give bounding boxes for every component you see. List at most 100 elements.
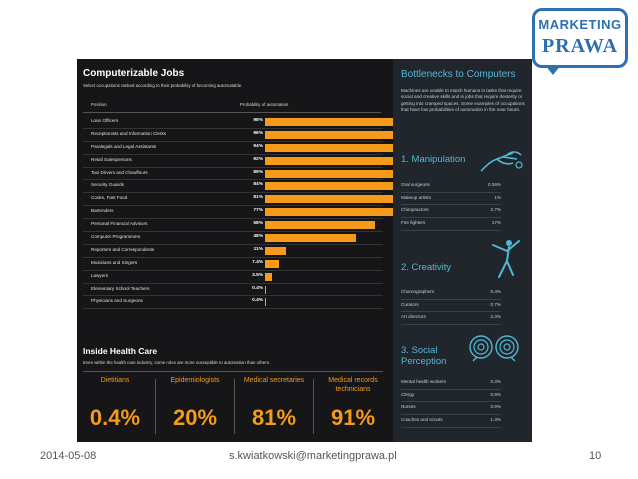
job-name: Elementary School Teachers [91, 285, 150, 291]
item-value: 0.8% [490, 391, 501, 397]
job-name: Retail Salespersons [91, 156, 132, 162]
job-name: Personal Financial Advisors [91, 221, 148, 227]
probability-bar [265, 298, 266, 307]
list-item: Chiropractors 2.7% [401, 205, 501, 219]
probability-label: 7.4% [252, 259, 263, 265]
probability-bar [265, 143, 444, 152]
stat-divider [155, 379, 156, 434]
computerizable-jobs-panel: Computerizable Jobs Select occupations r… [77, 59, 452, 442]
list-item: Fire fighters 17% [401, 218, 501, 231]
table-row: Reporters and Correspondents 11% [83, 245, 383, 258]
item-name: Curators [401, 301, 419, 307]
creativity-list: Choreographers 0.4% Curators 0.7% Art dire… [401, 287, 501, 326]
probability-bar [265, 285, 266, 294]
bottlenecks-description: Machines are unable to match humans in t… [401, 88, 525, 113]
health-care-divider [83, 371, 383, 372]
chart-subtitle: Select occupations ranked according to t… [83, 83, 243, 88]
job-name: Bartenders [91, 208, 114, 214]
stat-value: 91% [330, 405, 376, 430]
list-item: Mental health workers 0.3% [401, 377, 501, 390]
item-value: 1% [494, 194, 501, 200]
probability-bar [265, 246, 286, 255]
item-value: 0.7% [490, 301, 501, 307]
logo-line-1: MARKETING [538, 17, 622, 32]
item-name: Nurses [401, 404, 416, 410]
probability-bar [265, 272, 272, 281]
section-heading-creativity: 2. Creativity [401, 262, 452, 273]
item-value: 17% [491, 220, 501, 226]
probability-bar [265, 208, 412, 217]
probability-bar [265, 156, 440, 165]
job-name: Paralegals and Legal Assistants [91, 143, 157, 149]
jobs-bar-chart: Loan Officers 98% Receptionists and Inform… [83, 116, 452, 310]
table-row: Musicians and Singers 7.4% [83, 258, 383, 271]
stat-label: Epidemiologists [170, 377, 220, 384]
job-name: Lawyers [91, 272, 109, 278]
list-item: Clergy 0.8% [401, 390, 501, 403]
list-item: Nurses 0.9% [401, 402, 501, 416]
item-name: Fire fighters [401, 220, 426, 226]
probability-label: 96% [253, 130, 263, 136]
item-value: 0.36% [487, 182, 501, 187]
hand-icon [480, 151, 523, 172]
probability-label: 81% [253, 195, 263, 201]
table-row: Cooks, Fast Food 81% [83, 193, 419, 207]
header-divider [83, 112, 381, 113]
probability-bar [265, 195, 419, 204]
job-name: Reporters and Correspondents [91, 246, 155, 252]
table-row: Personal Financial Advisors 58% [83, 219, 383, 233]
probability-label: 0.4% [252, 285, 263, 291]
heads-icon [469, 335, 519, 362]
item-value: 1.3% [490, 417, 501, 423]
job-name: Musicians and Singers [91, 259, 138, 265]
stat-dietitians: Dietitians 0.4% [77, 377, 153, 431]
social-perception-list: Mental health workers 0.3% Clergy 0.8% Nur… [401, 377, 501, 428]
item-name: Coaches and scouts [401, 417, 443, 423]
probability-label: 58% [253, 221, 263, 227]
stat-label: Medical secretaries [243, 377, 305, 384]
table-row: Elementary School Teachers 0.4% [83, 284, 383, 297]
item-name: Mental health workers [401, 379, 446, 384]
table-row: Security Guards 84% [83, 180, 425, 194]
stat-medical-secretaries: Medical secretaries 81% [236, 377, 312, 431]
item-value: 2.7% [490, 207, 501, 213]
stat-label: Medical records technicians [328, 377, 378, 393]
health-care-subtitle: Even within the health care industry, so… [83, 360, 271, 365]
table-row: Paralegals and Legal Assistants 94% [83, 142, 444, 155]
probability-label: 92% [253, 156, 263, 162]
dancer-icon [492, 240, 520, 278]
bottlenecks-panel: Bottlenecks to Computers Machines are un… [393, 59, 532, 442]
stat-value: 81% [251, 405, 297, 430]
job-name: Taxi Drivers and Chauffeurs [91, 169, 148, 175]
list-item: Oral surgeons 0.36% [401, 180, 501, 193]
health-care-title: Inside Health Care [83, 346, 158, 356]
item-name: Chiropractors [401, 207, 429, 213]
manipulation-list: Oral surgeons 0.36% Makeup artists 1% Chir… [401, 180, 501, 231]
table-row: Taxi Drivers and Chauffeurs 89% [83, 168, 435, 181]
probability-bar [265, 182, 425, 191]
stat-epidemiologists: Epidemiologists 20% [157, 377, 233, 431]
list-item: Coaches and scouts 1.3% [401, 415, 501, 428]
probability-bar [265, 169, 435, 178]
item-value: 0.3% [490, 379, 501, 384]
table-row: Lawyers 3.5% [83, 271, 383, 284]
list-item: Art directors 2.3% [401, 312, 501, 326]
section-heading-manipulation: 1. Manipulation [401, 154, 466, 165]
item-name: Choreographers [401, 289, 435, 294]
job-name: Computer Programmers [91, 234, 141, 240]
item-name: Art directors [401, 314, 426, 320]
probability-bar [265, 118, 452, 126]
probability-label: 98% [253, 118, 263, 123]
item-value: 0.9% [490, 404, 501, 410]
item-name: Clergy [401, 391, 415, 397]
probability-label: 84% [253, 182, 263, 188]
probability-bar [265, 259, 280, 268]
table-row: Computer Programmers 48% [83, 232, 383, 245]
table-row: Receptionists and Information Clerks 96% [83, 129, 448, 142]
infographic: Computerizable Jobs Select occupations r… [77, 59, 532, 442]
bottlenecks-title: Bottlenecks to Computers [401, 69, 516, 80]
list-item: Choreographers 0.4% [401, 287, 501, 300]
column-header-probability: Probability of automation [240, 102, 289, 107]
stat-value: 0.4% [89, 405, 141, 430]
item-value: 2.3% [490, 314, 501, 320]
